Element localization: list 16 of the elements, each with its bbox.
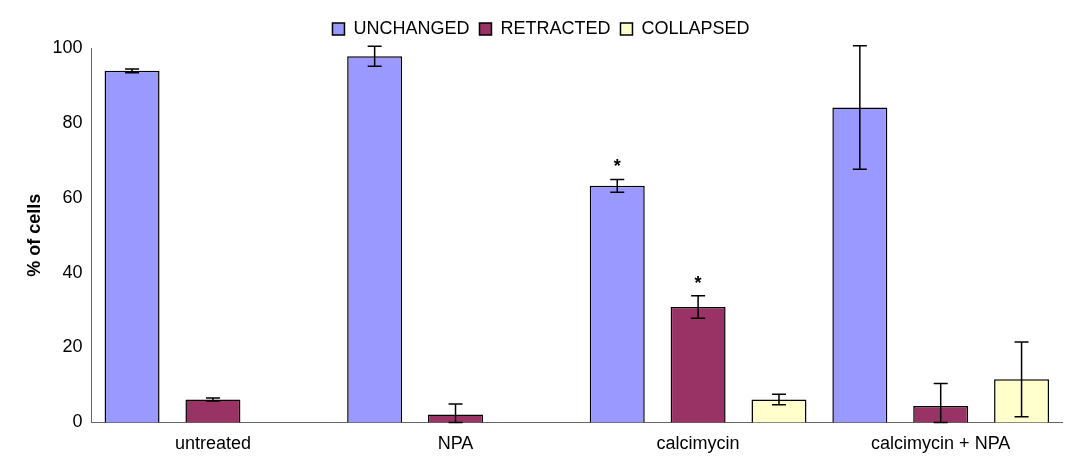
x-tick-label: untreated — [174, 433, 251, 454]
data-label: * — [694, 272, 702, 293]
x-tick-label: calcimycin — [656, 433, 740, 454]
data-label: * — [613, 156, 621, 177]
legend-label: RETRACTED — [500, 17, 611, 38]
y-tick-label: 40 — [62, 261, 83, 282]
y-tick-label: 100 — [52, 36, 83, 57]
y-tick-label: 20 — [62, 336, 83, 357]
y-tick-label: 80 — [62, 111, 83, 132]
legend-label: UNCHANGED — [353, 17, 470, 38]
y-tick-label: 60 — [62, 186, 83, 207]
x-tick-label: calcimycin + NPA — [871, 433, 1011, 454]
x-tick-label: NPA — [437, 433, 474, 454]
y-axis-title: % of cells — [23, 193, 44, 277]
y-tick-label: 0 — [72, 411, 83, 432]
legend-label: COLLAPSED — [641, 17, 750, 38]
